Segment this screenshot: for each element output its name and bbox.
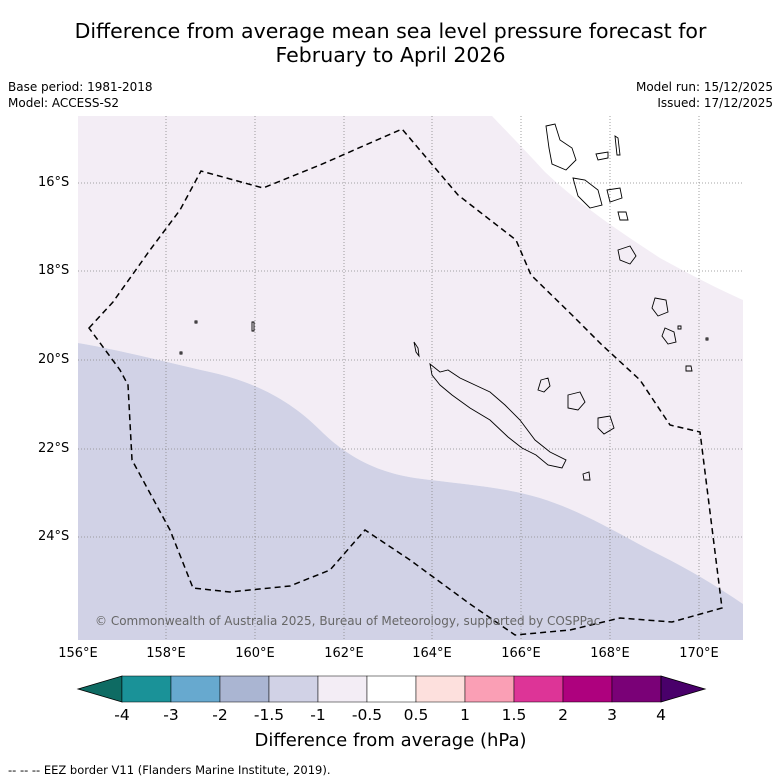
vanuatu-aneityum bbox=[685, 365, 693, 372]
vanuatu-ambrym bbox=[606, 187, 623, 203]
lat-label-24s: 24°S bbox=[38, 529, 70, 544]
lat-label-18s: 18°S bbox=[38, 263, 70, 278]
lon-label-166e: 166°E bbox=[501, 646, 541, 661]
lon-label-160e: 160°E bbox=[235, 646, 275, 661]
belep-islands bbox=[413, 341, 420, 358]
coastlines bbox=[179, 123, 709, 481]
colorbar-segment bbox=[562, 675, 613, 703]
vanuatu-pentecost bbox=[595, 151, 609, 161]
colorbar-tick: 1 bbox=[460, 706, 470, 724]
colorbar-extend-max bbox=[660, 675, 707, 703]
lon-label-156e: 156°E bbox=[58, 646, 98, 661]
colorbar-segment bbox=[464, 675, 515, 703]
colorbar-segment bbox=[366, 675, 417, 703]
metadata-right: Model run: 15/12/2025 Issued: 17/12/2025 bbox=[636, 79, 773, 111]
colorbar-segment bbox=[170, 675, 221, 703]
small-island-2 bbox=[705, 337, 709, 341]
loyalty-lifou bbox=[567, 391, 586, 411]
colorbar-tick: -3 bbox=[163, 706, 179, 724]
colorbar-segment bbox=[513, 675, 564, 703]
small-island-1 bbox=[677, 325, 682, 330]
colorbar-segment bbox=[611, 675, 662, 703]
model-run: Model run: 15/12/2025 bbox=[635, 80, 773, 94]
loyalty-mare bbox=[597, 415, 615, 435]
colorbar-segment bbox=[317, 675, 368, 703]
chart-title: Difference from average mean sea level p… bbox=[0, 19, 781, 67]
eez-footnote: -- -- -- EEZ border V11 (Flanders Marine… bbox=[8, 763, 331, 777]
colorbar-tick: 1.5 bbox=[501, 706, 527, 724]
issued-date: Issued: 17/12/2025 bbox=[657, 96, 773, 110]
colorbar-tick: 3 bbox=[607, 706, 617, 724]
lon-label-168e: 168°E bbox=[590, 646, 630, 661]
vanuatu-epi bbox=[617, 211, 629, 221]
colorbar-tick: 4 bbox=[656, 706, 666, 724]
isle-of-pines bbox=[582, 471, 591, 481]
colorbar bbox=[76, 675, 707, 703]
pressure-anomaly-slightly-above-region bbox=[78, 116, 743, 604]
colorbar-tick: -1 bbox=[310, 706, 326, 724]
colorbar-tick: 0.5 bbox=[403, 706, 429, 724]
map-area bbox=[78, 116, 743, 640]
colorbar-segment bbox=[219, 675, 270, 703]
lon-label-170e: 170°E bbox=[679, 646, 719, 661]
vanuatu-maewo bbox=[614, 135, 621, 156]
graticule bbox=[78, 116, 743, 640]
small-island-4 bbox=[194, 320, 198, 324]
vanuatu-erromango bbox=[651, 297, 669, 317]
colorbar-tick: -1.5 bbox=[253, 706, 285, 724]
colorbar-segment bbox=[268, 675, 319, 703]
copyright-notice: © Commonwealth of Australia 2025, Bureau… bbox=[95, 614, 601, 628]
vanuatu-espiritu-santo bbox=[545, 123, 577, 171]
lon-label-158e: 158°E bbox=[146, 646, 186, 661]
lat-label-16s: 16°S bbox=[38, 175, 70, 190]
new-caledonia-grande-terre bbox=[429, 362, 567, 469]
metadata-left: Base period: 1981-2018 Model: ACCESS-S2 bbox=[8, 79, 153, 111]
lat-label-20s: 20°S bbox=[38, 352, 70, 367]
vanuatu-malekula bbox=[572, 177, 603, 209]
colorbar-tick: -0.5 bbox=[351, 706, 383, 724]
pressure-anomaly-below-region bbox=[78, 343, 743, 640]
title-line-1: Difference from average mean sea level p… bbox=[74, 19, 707, 43]
colorbar-tick: -4 bbox=[114, 706, 130, 724]
colorbar-title: Difference from average (hPa) bbox=[254, 730, 527, 751]
vanuatu-tanna bbox=[661, 327, 677, 345]
base-period: Base period: 1981-2018 bbox=[8, 80, 153, 94]
colorbar-extend-min bbox=[76, 675, 123, 703]
colorbar-segment bbox=[121, 675, 172, 703]
colorbar-tick: 2 bbox=[558, 706, 568, 724]
small-island-3 bbox=[179, 351, 183, 355]
vanuatu-efate bbox=[617, 245, 637, 265]
model-name: Model: ACCESS-S2 bbox=[8, 96, 120, 110]
title-line-2: February to April 2026 bbox=[275, 43, 506, 67]
lon-label-162e: 162°E bbox=[324, 646, 364, 661]
loyalty-ouvea bbox=[537, 377, 551, 393]
chesterfield-islet bbox=[251, 321, 255, 332]
lat-label-22s: 22°S bbox=[38, 441, 70, 456]
colorbar-segment bbox=[415, 675, 466, 703]
colorbar-tick: -2 bbox=[212, 706, 228, 724]
lon-label-164e: 164°E bbox=[412, 646, 452, 661]
